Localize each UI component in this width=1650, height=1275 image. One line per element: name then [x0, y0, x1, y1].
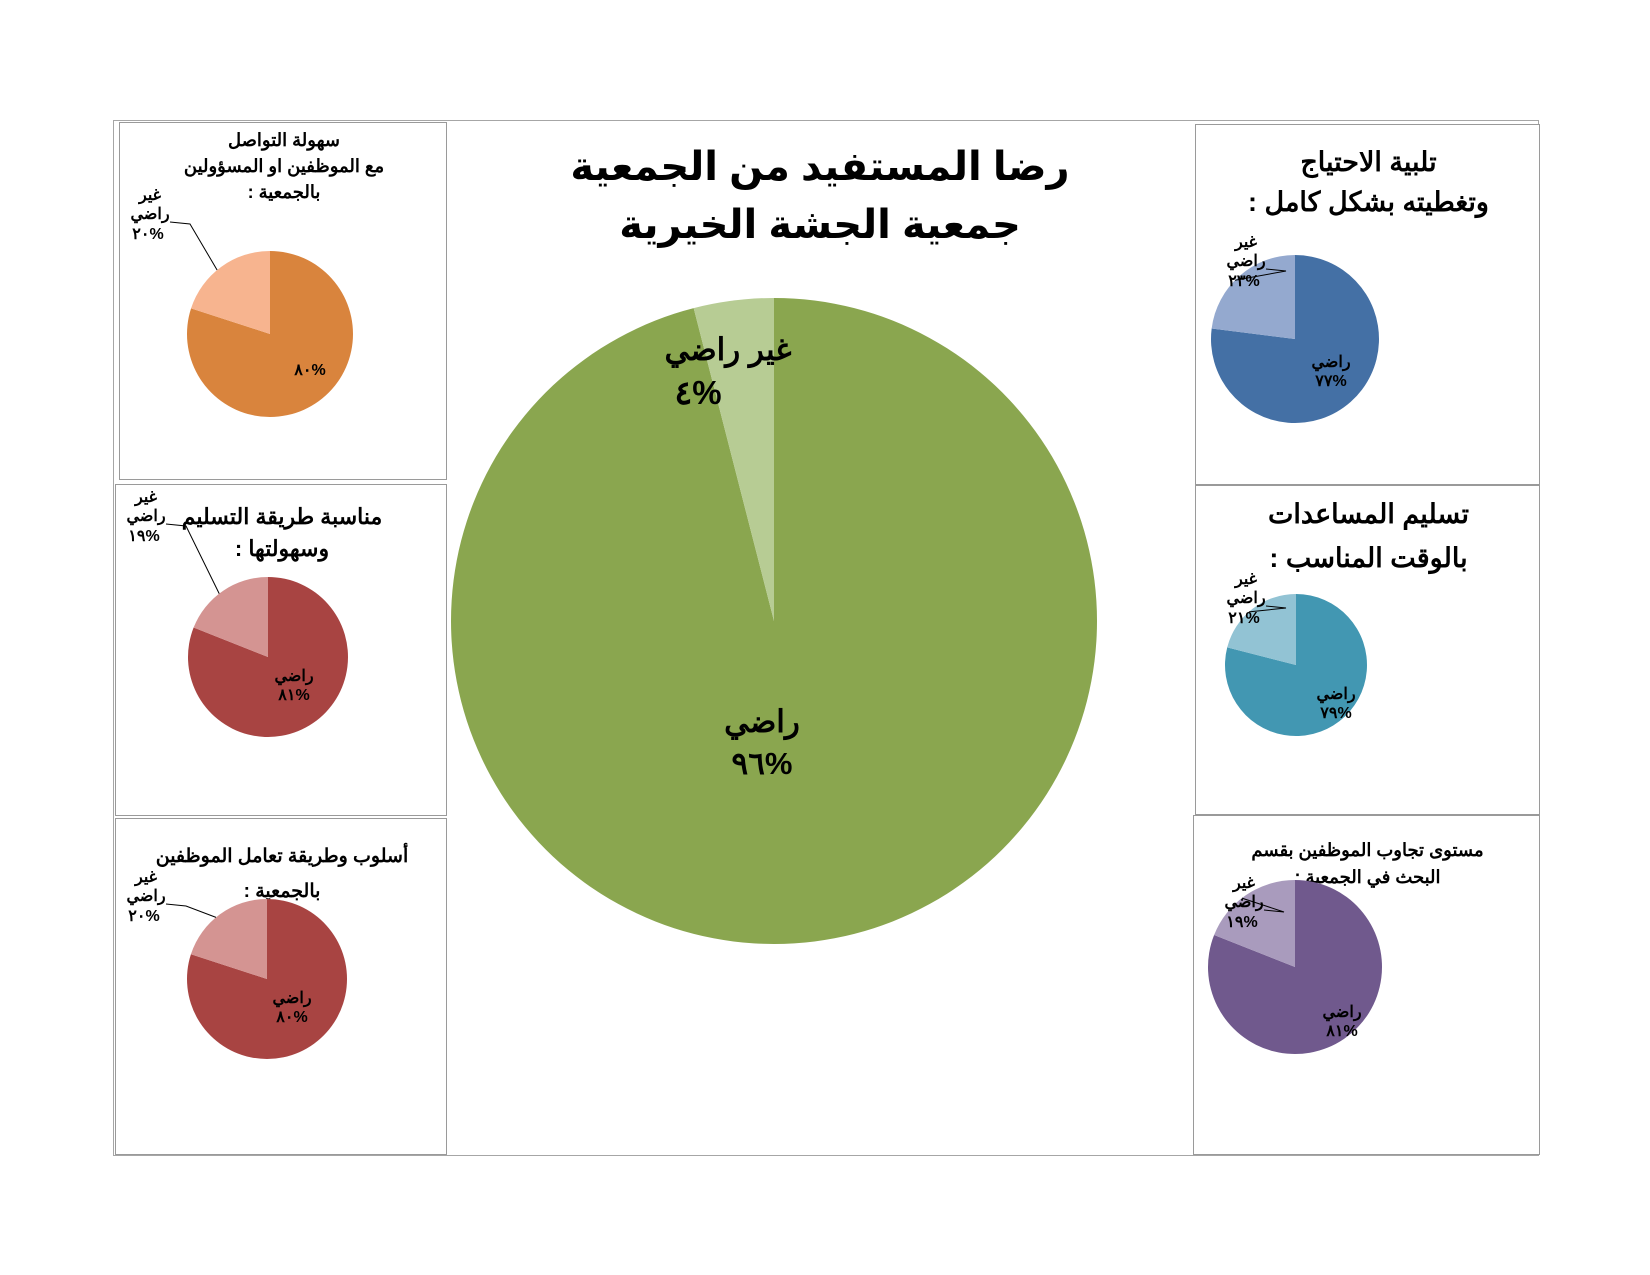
pie-slice-unsatisfied — [191, 251, 270, 334]
leader-line — [1234, 268, 1287, 281]
slice-value-satisfied: %٨١ — [277, 687, 309, 704]
main-title-line-1: رضا المستفيد من الجمعية — [570, 145, 1070, 189]
slice-value-unsatisfied: %٢٣ — [1228, 273, 1259, 290]
panel-title-line: بالجمعية : — [243, 881, 321, 902]
panel-title: أسلوب وطريقة تعامل الموظفين بالجمعية : — [116, 839, 448, 909]
pie-slice-satisfied — [188, 577, 349, 737]
panel-title-line: بالجمعية : — [247, 182, 321, 202]
slice-value-unsatisfied: %٢١ — [1228, 610, 1259, 627]
main-satisfaction-chart: رضا المستفيد من الجمعية جمعية الجشة الخي… — [447, 122, 1193, 1152]
pie-slice-satisfied — [1210, 255, 1379, 423]
pie-slice-unsatisfied — [1227, 594, 1296, 665]
panel-needs-coverage: تلبية الاحتياج وتغطيته بشكل كامل : راضي%… — [1195, 124, 1540, 485]
slice-label-satisfied: راضي — [1311, 354, 1350, 372]
main-chart-title: رضا المستفيد من الجمعية جمعية الجشة الخي… — [447, 138, 1193, 254]
pie-slice-unsatisfied — [1214, 880, 1295, 967]
leader-line — [1248, 605, 1287, 613]
pie-slice-satisfied — [1207, 880, 1382, 1054]
slice-label-unsatisfied: غير — [138, 187, 162, 205]
panel-title: سهولة التواصل مع الموظفين او المسؤولين ب… — [120, 127, 448, 205]
pie-slice-satisfied — [186, 251, 353, 417]
panel-title: تلبية الاحتياج وتغطيته بشكل كامل : — [1196, 142, 1541, 222]
slice-label-satisfied: راضي — [272, 990, 311, 1008]
leader-line — [1241, 897, 1285, 913]
slice-value-unsatisfied: %٢٠ — [132, 226, 163, 243]
pie-slice-unsatisfied — [693, 298, 774, 621]
panel-title-line: وتغطيته بشكل كامل : — [1248, 187, 1489, 217]
panel-delivery-method: مناسبة طريقة التسليم وسهولتها : راضي %٨١ غ… — [115, 484, 447, 816]
slice-value-unsatisfied: %١٩ — [1226, 914, 1257, 931]
slice-value-satisfied: %٨١ — [1325, 1023, 1357, 1040]
pie-slice-satisfied — [1224, 594, 1367, 736]
slice-label-satisfied: راضي — [1322, 1004, 1361, 1022]
slice-label-unsatisfied: راضي — [126, 888, 165, 906]
slice-value-unsatisfied: %٢٠ — [128, 908, 159, 925]
panel-title-line: تلبية الاحتياج — [1300, 147, 1437, 177]
slice-value-satisfied: %٧٩ — [1319, 705, 1351, 722]
slice-value-satisfied: %٨٠ — [293, 362, 325, 379]
panel-title: تسليم المساعدات بالوقت المناسب : — [1196, 492, 1541, 580]
slice-label-satisfied: راضي — [724, 704, 800, 741]
slice-label-unsatisfied: راضي — [1224, 894, 1263, 912]
panel-title-line: تسليم المساعدات — [1267, 499, 1469, 529]
panel-title-line: مناسبة طريقة التسليم — [181, 504, 383, 529]
leader-line — [165, 523, 220, 594]
pie-slice-unsatisfied — [190, 899, 267, 979]
panel-title-line: وسهولتها : — [234, 536, 330, 561]
slice-label-unsatisfied: غير — [1234, 234, 1258, 252]
slice-value-satisfied: %٨٠ — [275, 1009, 307, 1026]
slice-label-satisfied: راضي — [274, 668, 313, 686]
slice-value-unsatisfied: %١٩ — [128, 528, 159, 545]
panel-title-line: البحث في الجمعية : — [1294, 867, 1441, 887]
slice-label-unsatisfied: راضي — [126, 508, 165, 526]
slice-label-unsatisfied: غير — [1234, 571, 1258, 589]
pie-slice-unsatisfied — [193, 577, 268, 657]
pie-slice-satisfied — [451, 298, 1098, 944]
main-pie-svg: راضي %٩٦ غير راضي %٤ — [451, 298, 1098, 944]
slice-value-satisfied: %٧٧ — [1314, 373, 1346, 390]
slice-value-satisfied: %٩٦ — [732, 746, 793, 781]
slice-value-unsatisfied: %٤ — [674, 374, 721, 411]
slice-label-unsatisfied: راضي — [1226, 590, 1265, 608]
slice-label-unsatisfied: غير — [134, 869, 158, 887]
panel-research-responsiveness: مستوى تجاوب الموظفين بقسم البحث في الجمع… — [1193, 815, 1540, 1155]
slice-label-unsatisfied: غير — [1232, 875, 1256, 893]
panel-title-line: مستوى تجاوب الموظفين بقسم — [1251, 840, 1484, 860]
panel-title: مناسبة طريقة التسليم وسهولتها : — [116, 501, 448, 565]
slice-label-satisfied: راضي — [1316, 686, 1355, 704]
panel-communication-ease: سهولة التواصل مع الموظفين او المسؤولين ب… — [119, 122, 447, 480]
slice-label-unsatisfied: غير — [134, 489, 158, 507]
panel-title-line: بالوقت المناسب : — [1269, 543, 1468, 573]
panel-timely-delivery: تسليم المساعدات بالوقت المناسب : راضي %٧٩… — [1195, 485, 1540, 815]
main-title-line-2: جمعية الجشة الخيرية — [619, 203, 1021, 247]
leader-line — [165, 903, 217, 918]
pie-slice-unsatisfied — [1211, 255, 1295, 339]
panel-title-line: مع الموظفين او المسؤولين — [183, 156, 385, 176]
slice-label-unsatisfied: غير راضي — [664, 332, 791, 369]
leader-line — [169, 221, 218, 271]
panel-staff-treatment: أسلوب وطريقة تعامل الموظفين بالجمعية : ر… — [115, 818, 447, 1155]
panel-title-line: أسلوب وطريقة تعامل الموظفين — [155, 846, 409, 867]
slice-label-unsatisfied: راضي — [1226, 253, 1265, 271]
panel-title: مستوى تجاوب الموظفين بقسم البحث في الجمع… — [1194, 837, 1541, 891]
panel-title-line: سهولة التواصل — [228, 130, 340, 150]
slice-label-unsatisfied: راضي — [130, 206, 169, 224]
pie-slice-satisfied — [187, 899, 348, 1059]
